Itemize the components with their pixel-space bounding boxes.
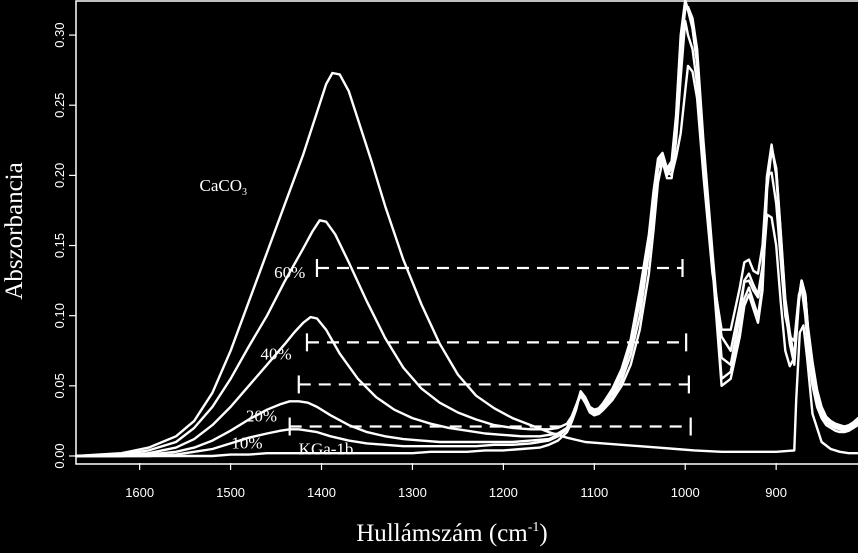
y-tick-label: 0.15 [52,233,67,258]
x-tick-label: 1300 [398,485,427,500]
y-axis: 0.00 0.05 0.10 0.15 0.20 0.25 0.30 [52,22,76,469]
annotation-text: 60% [274,263,305,282]
y-tick-label: 0.00 [52,443,67,468]
y-tick-label: 0.10 [52,303,67,328]
x-axis-title-close: ) [539,520,547,547]
x-tick-label: 900 [765,485,787,500]
annotations: CaCO3 60% 40% 20% 10% KGa-1b [200,176,354,458]
x-tick-label: 1600 [125,485,154,500]
x-axis-title-superscript: -1 [528,520,540,535]
y-tick-label: 0.30 [52,22,67,47]
annotation-text: 10% [231,434,262,453]
annotation-text: KGa-1b [299,439,354,458]
annotation-text: 40% [260,345,291,364]
series-line-0 [74,71,858,458]
y-tick-label: 0.25 [52,93,67,118]
x-tick-label: 1500 [216,485,245,500]
x-axis-title: Hullámszám (cm-1) [356,520,547,547]
annotation-text: CaCO [200,176,243,195]
annotation-label: CaCO3 [200,176,248,198]
annotation-label: 20% [246,406,277,425]
annotation-label: KGa-1b [299,439,354,458]
x-axis-title-main: Hullámszám (cm [356,520,528,547]
dashed-levels [288,258,692,436]
x-tick-label: 1400 [307,485,336,500]
y-tick-label: 0.05 [52,373,67,398]
x-tick-label: 1200 [489,485,518,500]
x-tick-label: 1100 [580,485,608,500]
series-line-5 [74,0,858,458]
plot-area [75,0,858,465]
annotation-label: 10% [231,434,262,453]
plot-frame [75,0,858,465]
y-axis-title: Abszorbancia [1,162,28,299]
y-tick-label: 0.20 [52,163,67,188]
annotation-text: 20% [246,406,277,425]
series-layer [74,0,858,458]
annotation-label: 40% [260,345,291,364]
x-axis: 1600 1500 1400 1300 1200 1100 1000 900 [125,463,787,500]
annotation-label: 60% [274,263,305,282]
x-tick-label: 1000 [671,485,700,500]
annotation-subscript: 3 [242,187,247,198]
